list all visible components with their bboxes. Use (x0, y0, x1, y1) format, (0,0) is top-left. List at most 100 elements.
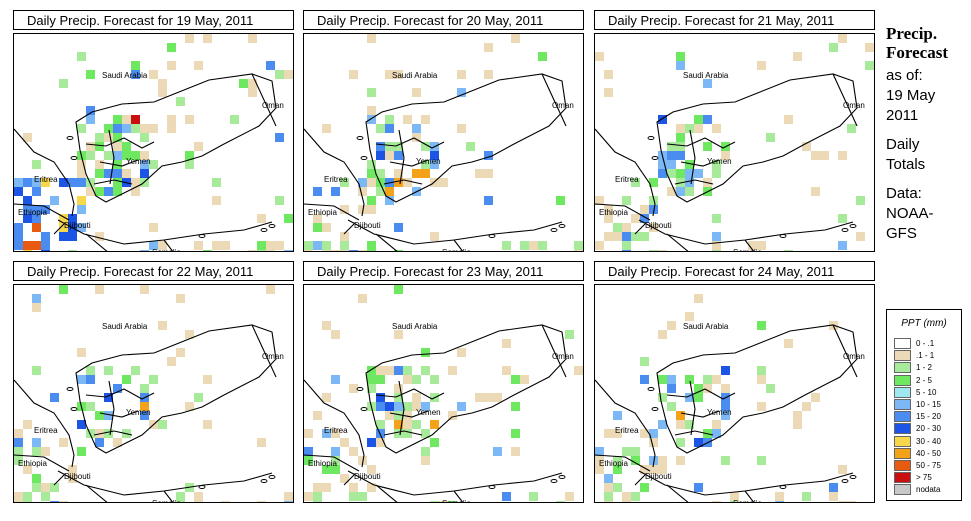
precip-cell (685, 312, 694, 321)
legend-swatch (894, 447, 911, 459)
precip-cell (676, 151, 685, 160)
precip-cell (394, 384, 403, 393)
precip-cell (394, 178, 403, 187)
precip-cell (203, 420, 212, 429)
precip-cell (730, 492, 739, 501)
border-line (75, 73, 277, 203)
precip-cell (77, 447, 86, 456)
precip-cell (304, 250, 313, 251)
precip-cell (574, 241, 583, 250)
precip-cell (667, 402, 676, 411)
precip-cell (23, 133, 32, 142)
precip-cell (622, 501, 631, 502)
country-label-oman: Oman (262, 101, 284, 110)
forecast-panel-6: Daily Precip. Forecast for 24 May, 2011 … (594, 261, 875, 504)
precip-cell (194, 241, 203, 250)
country-label-djibouti: Djibouti (64, 221, 91, 230)
precip-cell (511, 429, 520, 438)
precip-cell (140, 124, 149, 133)
border-line (251, 73, 277, 127)
country-label-yemen: Yemen (416, 408, 441, 417)
precip-cell (676, 61, 685, 70)
precip-cell (595, 465, 604, 474)
precip-cell (122, 169, 131, 178)
precip-cell (640, 483, 649, 492)
precip-cell (203, 250, 212, 251)
precip-cell (421, 169, 430, 178)
precip-cell (466, 142, 475, 151)
precip-cell (376, 366, 385, 375)
precip-cell (32, 294, 41, 303)
precip-cell (367, 196, 376, 205)
precip-cell (649, 205, 658, 214)
precip-cell (59, 223, 68, 232)
legend-item: .1 - 1 (894, 350, 960, 362)
as-of-label: as of: (886, 67, 923, 84)
precip-cell (158, 79, 167, 88)
country-label-saudi-arabia: Saudi Arabia (683, 71, 729, 80)
precip-cell (538, 52, 547, 61)
country-label-djibouti: Djibouti (64, 472, 91, 481)
legend-label: 50 - 75 (916, 461, 941, 470)
precip-map-svg: Saudi Arabia Oman Yemen Eritrea Ethiopia Djib… (304, 285, 583, 502)
precip-cell (811, 151, 820, 160)
precip-cell (23, 178, 32, 187)
precip-cell (14, 223, 23, 232)
precip-cell (376, 178, 385, 187)
precip-cell (104, 151, 113, 160)
precip-cell (113, 384, 122, 393)
precip-cell (502, 366, 511, 375)
precip-cell (167, 43, 176, 52)
forecast-panel-4: Daily Precip. Forecast for 22 May, 2011 … (13, 261, 294, 504)
precip-cell (793, 420, 802, 429)
precip-cell (811, 393, 820, 402)
legend-swatch (894, 411, 911, 423)
legend-item: > 75 (894, 472, 960, 484)
legend-label: > 75 (916, 473, 932, 483)
precip-cell (340, 178, 349, 187)
precip-cell (340, 232, 349, 241)
precip-cell (331, 456, 340, 465)
precip-cell (757, 61, 766, 70)
precip-cell (176, 97, 185, 106)
precip-cell (176, 501, 185, 502)
precip-cell (703, 115, 712, 124)
precip-cell (41, 447, 50, 456)
precip-cell (511, 375, 520, 384)
precip-cell (775, 501, 784, 502)
precip-cell (421, 160, 430, 169)
precip-cell (68, 178, 77, 187)
precip-cell (349, 447, 358, 456)
country-label-eritrea: Eritrea (615, 175, 639, 184)
precip-cell (394, 285, 403, 294)
precip-cell (221, 241, 230, 250)
precip-cell (32, 447, 41, 456)
precip-cell (140, 133, 149, 142)
country-label-djibouti: Djibouti (354, 472, 381, 481)
precip-cell (595, 456, 604, 465)
legend-label: 0 - .1 (916, 339, 935, 348)
precip-cell (131, 151, 140, 160)
precip-cell (667, 187, 676, 196)
precip-cell (649, 196, 658, 205)
precip-cell (113, 133, 122, 142)
data-source: NOAA-GFS (886, 205, 934, 242)
precip-cell (86, 106, 95, 115)
border-line (85, 380, 155, 436)
precip-cell (421, 402, 430, 411)
precip-cell (376, 438, 385, 447)
border-line (304, 379, 365, 468)
border-line (375, 380, 445, 436)
precip-cell (604, 483, 613, 492)
precip-cell (640, 214, 649, 223)
precip-cell (23, 465, 32, 474)
precip-cell (694, 384, 703, 393)
precip-cell (694, 438, 703, 447)
legend-item: 2 - 5 (894, 374, 960, 387)
precip-cell (95, 187, 104, 196)
country-label-yemen: Yemen (707, 408, 732, 417)
country-label-saudi-arabia: Saudi Arabia (102, 71, 148, 80)
border-line (365, 324, 567, 454)
precip-cell (676, 420, 685, 429)
precip-cell (658, 393, 667, 402)
